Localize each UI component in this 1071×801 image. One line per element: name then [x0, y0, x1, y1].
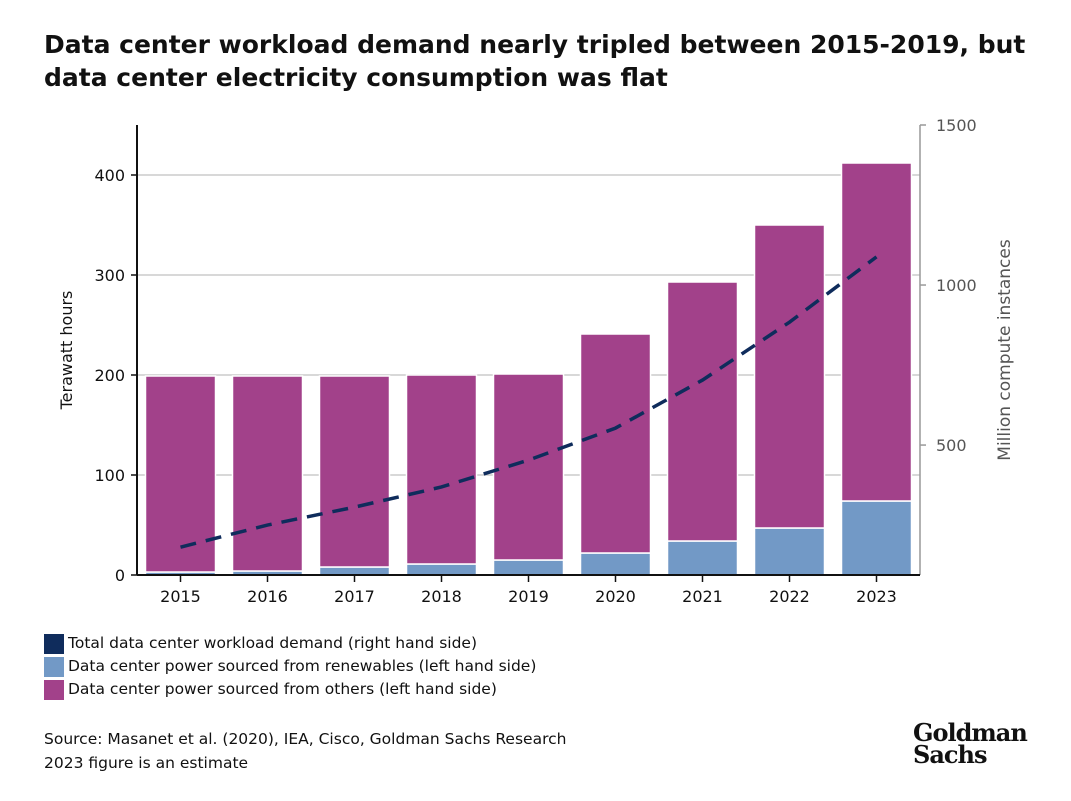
- bar-others: [144, 375, 217, 573]
- source-note: Source: Masanet et al. (2020), IEA, Cisc…: [44, 727, 566, 775]
- bar-renewables: [840, 500, 913, 576]
- workload-demand-line: [180, 255, 878, 549]
- y-tick-label: 300: [94, 266, 125, 285]
- source-text: Source: Masanet et al. (2020), IEA, Cisc…: [44, 730, 567, 748]
- estimate-note: 2023 figure is an estimate: [44, 754, 249, 772]
- legend-swatch: [44, 656, 64, 677]
- legend-swatch: [44, 679, 64, 700]
- x-tick-label: 2017: [334, 587, 375, 606]
- legend: Total data center workload demand (right…: [44, 632, 536, 701]
- bar-renewables: [318, 566, 391, 576]
- legend-swatch: [44, 633, 64, 654]
- bar-others: [492, 373, 565, 561]
- bar-renewables: [405, 563, 478, 576]
- y-right-tick-label: 1000: [936, 276, 977, 295]
- legend-label: Total data center workload demand (right…: [68, 634, 477, 652]
- y-axis-label: Terawatt hours: [57, 291, 76, 411]
- bar-others: [405, 374, 478, 565]
- x-tick-label: 2015: [160, 587, 201, 606]
- legend-label: Data center power sourced from others (l…: [68, 680, 497, 698]
- bar-others: [666, 281, 739, 542]
- y-right-tick-label: 1500: [936, 116, 977, 135]
- x-tick-label: 2018: [421, 587, 462, 606]
- x-tick-label: 2016: [247, 587, 288, 606]
- bar-others: [318, 375, 391, 568]
- x-tick-label: 2019: [508, 587, 549, 606]
- bar-others: [753, 224, 826, 529]
- legend-item-renewables: Data center power sourced from renewable…: [44, 655, 536, 678]
- y-tick-label: 0: [115, 566, 125, 585]
- legend-item-workload: Total data center workload demand (right…: [44, 632, 536, 655]
- legend-item-others: Data center power sourced from others (l…: [44, 678, 536, 701]
- y-right-tick-label: 500: [936, 436, 967, 455]
- y-tick-label: 100: [94, 466, 125, 485]
- bar-renewables: [753, 527, 826, 576]
- x-tick-label: 2020: [595, 587, 636, 606]
- x-tick-label: 2023: [856, 587, 897, 606]
- bar-others: [231, 375, 304, 572]
- bar-renewables: [492, 559, 565, 576]
- y-tick-label: 400: [94, 166, 125, 185]
- y-right-axis-label: Million compute instances: [995, 239, 1015, 461]
- y-tick-label: 200: [94, 366, 125, 385]
- x-tick-label: 2021: [682, 587, 723, 606]
- bar-others: [840, 162, 913, 502]
- x-tick-label: 2022: [769, 587, 810, 606]
- bar-renewables: [666, 540, 739, 576]
- chart-title: Data center workload demand nearly tripl…: [44, 30, 1026, 92]
- bar-renewables: [579, 552, 652, 576]
- legend-label: Data center power sourced from renewable…: [68, 657, 537, 675]
- goldman-sachs-logo: Goldman Sachs: [913, 718, 1028, 769]
- bar-others: [579, 333, 652, 554]
